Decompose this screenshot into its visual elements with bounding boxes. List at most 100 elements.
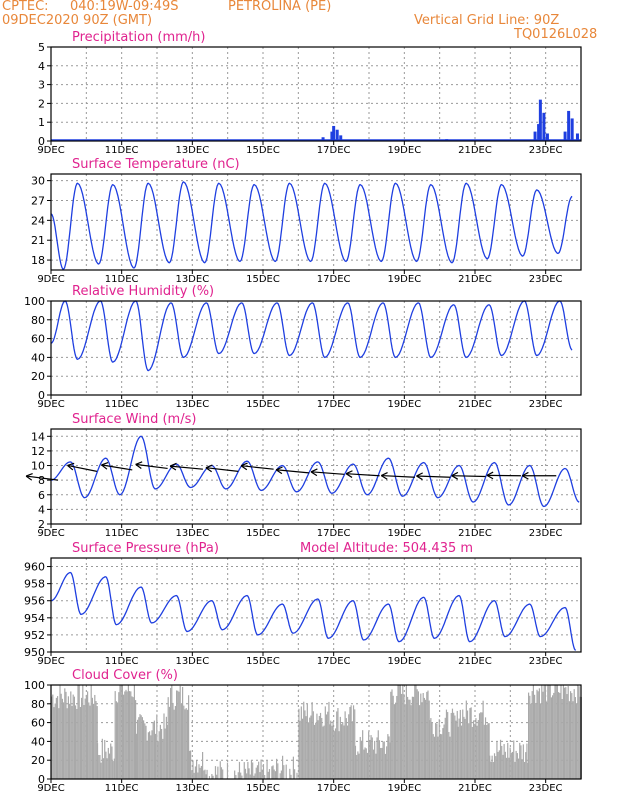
cloud-bar: [146, 740, 148, 779]
cloud-bar: [537, 691, 539, 779]
cloud-bar: [483, 724, 485, 779]
cloud-bar: [222, 769, 224, 779]
precip-ytick-label: 4: [38, 60, 45, 73]
cloud-bar: [66, 708, 68, 779]
precip-bar: [332, 125, 336, 141]
cloud-bar: [369, 739, 371, 779]
cloud-bar: [139, 714, 141, 779]
cloud-bar: [543, 685, 545, 779]
cloud-bar: [358, 753, 360, 779]
cloud-bar: [311, 702, 313, 779]
wind-vector-head: [486, 471, 494, 480]
cloud-bar: [532, 685, 534, 779]
cloud-bar: [481, 712, 483, 779]
cloud-bar: [205, 774, 207, 779]
cloud-bar: [354, 745, 357, 779]
header-run: 09DEC2020 90Z (GMT): [2, 13, 153, 28]
cloud-bar: [253, 775, 255, 779]
cloud-bar: [279, 773, 281, 779]
cloud-bar: [59, 685, 61, 779]
cloud-bar: [344, 711, 346, 779]
cloud-bar: [191, 770, 193, 779]
cloud-bar: [283, 765, 285, 779]
cloud-bar: [290, 774, 292, 779]
cloud-bar: [556, 685, 558, 779]
cloud-bar: [351, 721, 353, 779]
cloud-bar: [564, 687, 566, 779]
pres-ytick-label: 952: [24, 629, 45, 642]
cloud-bar: [271, 766, 273, 779]
cloud-bar: [319, 712, 322, 779]
cloud-bar: [517, 758, 520, 779]
wind-vector: [276, 469, 309, 474]
cloud-bar: [256, 765, 259, 779]
temp-xtick-label: 21DEC: [458, 274, 492, 285]
cloud-bar: [391, 689, 393, 779]
cloud-bar: [474, 723, 476, 779]
cloud-bar: [170, 688, 172, 779]
cloud-bar: [375, 753, 377, 779]
cloud-bar: [250, 760, 253, 779]
cloud-bar: [526, 743, 528, 779]
cloud-bar: [502, 754, 504, 779]
cloud-bar: [342, 722, 344, 779]
cloud-bar: [522, 744, 524, 779]
cloud-bar: [416, 689, 418, 779]
cloud-bar: [157, 741, 159, 779]
cloud-bar: [402, 685, 404, 779]
cloud-bar: [147, 732, 149, 779]
cloud-bar: [460, 725, 463, 779]
precip-xtick-label: 11DEC: [105, 145, 139, 156]
precip-frame: [50, 46, 582, 142]
cloud-bar: [571, 693, 573, 779]
cloud-bar: [501, 745, 503, 779]
cloud-bar: [462, 709, 464, 779]
cloud-bar: [529, 695, 531, 779]
cloud-bar: [254, 773, 256, 779]
cloud-bar: [374, 740, 376, 779]
cloud-bar: [204, 769, 206, 779]
cloud-bar: [77, 685, 79, 779]
rh-ytick-label: 80: [31, 314, 45, 327]
wind-vector-head: [205, 464, 213, 473]
cloud-bar: [340, 724, 343, 779]
cloud-bar: [144, 723, 146, 779]
cloud-bar: [464, 718, 466, 779]
cloud-bar: [476, 725, 478, 779]
cloud-bar: [118, 692, 120, 779]
cloud-bar: [244, 768, 247, 779]
cloud-bar: [378, 740, 381, 779]
cloud-bar: [167, 697, 169, 779]
wind-ytick-label: 10: [31, 460, 45, 473]
cloud-bar: [490, 761, 492, 779]
cloud-bar: [145, 725, 147, 779]
wind-vector-head: [169, 462, 177, 471]
cloud-bar: [309, 717, 311, 779]
cloud-bar: [560, 685, 562, 779]
rh-xtick-label: 11DEC: [105, 399, 139, 410]
cloud-bar: [164, 728, 166, 779]
pres-ytick-label: 956: [24, 595, 45, 608]
wind-xtick-label: 21DEC: [458, 528, 492, 539]
cloud-bar: [260, 759, 262, 779]
temp-title: Surface Temperature (nC): [72, 157, 240, 172]
cloud-bar: [331, 725, 333, 779]
cloud-bar: [121, 685, 123, 779]
cloud-bar: [202, 752, 204, 779]
cloud-bar: [135, 733, 137, 779]
cloud-bar: [131, 696, 133, 779]
cloud-bar: [243, 762, 245, 779]
cloud-bar: [498, 750, 500, 779]
precip-bar: [537, 124, 541, 141]
cloud-bar: [570, 691, 572, 779]
cloud-xtick-label: 19DEC: [387, 783, 421, 794]
cloud-bar: [323, 725, 325, 779]
cloud-bar: [458, 718, 460, 779]
wind-vector-head: [240, 462, 248, 471]
cloud-bar: [528, 692, 530, 779]
cloud-bar: [456, 710, 458, 779]
cloud-bar: [493, 753, 496, 779]
cloud-bar: [143, 720, 145, 779]
temp-series-line: [50, 181, 573, 271]
rh-xtick-label: 21DEC: [458, 399, 492, 410]
